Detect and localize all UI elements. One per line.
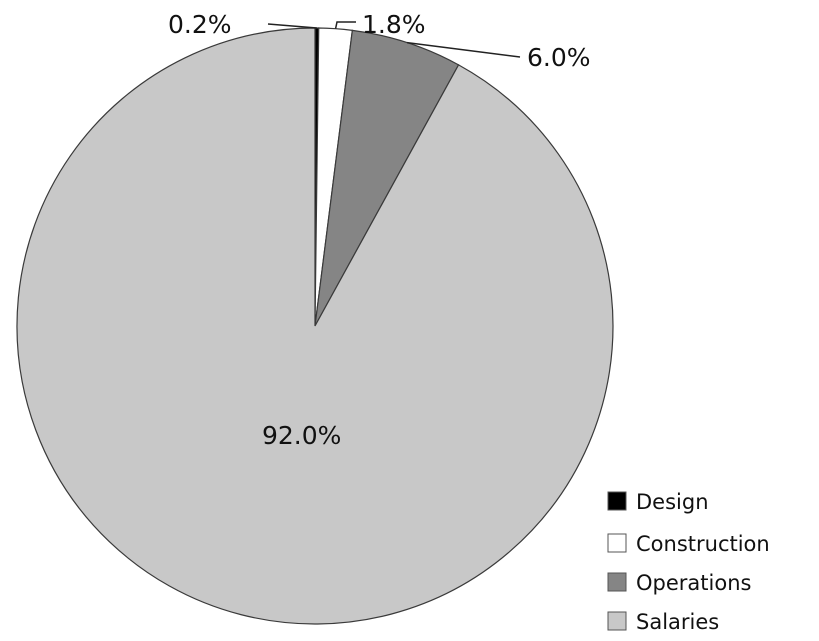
legend: Design Construction Operations Salaries — [607, 490, 770, 634]
data-label-operations: 6.0% — [527, 43, 591, 72]
legend-item-construction: Construction — [607, 532, 770, 556]
pie-slice-salaries — [16, 27, 614, 625]
legend-item-operations: Operations — [607, 571, 751, 595]
legend-swatch-salaries — [607, 611, 627, 631]
leader-line-operations — [406, 41, 521, 58]
legend-label-operations: Operations — [636, 571, 751, 595]
legend-item-design: Design — [607, 490, 709, 514]
leader-line-construction — [334, 21, 356, 29]
legend-swatch-operations — [607, 572, 627, 592]
leader-lines — [267, 21, 521, 58]
legend-swatch-design — [607, 491, 627, 511]
data-label-salaries: 92.0% — [262, 421, 341, 450]
leader-line-design — [267, 23, 317, 29]
data-label-construction: 1.8% — [362, 10, 426, 39]
data-label-design: 0.2% — [168, 10, 232, 39]
legend-swatch-construction — [607, 533, 627, 553]
legend-item-salaries: Salaries — [607, 610, 719, 634]
pie-slices — [16, 27, 614, 625]
legend-label-construction: Construction — [636, 532, 770, 556]
legend-label-salaries: Salaries — [636, 610, 719, 634]
legend-label-design: Design — [636, 490, 709, 514]
